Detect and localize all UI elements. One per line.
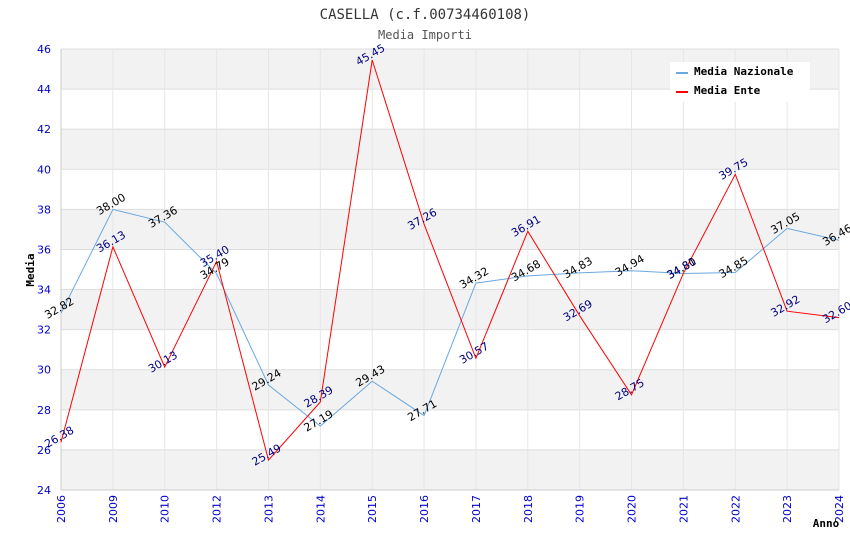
x-tick-label: 2018: [522, 495, 535, 523]
x-tick-label: 2020: [626, 495, 639, 523]
legend-box: [670, 62, 810, 102]
x-tick-label: 2006: [55, 495, 68, 523]
plot-band: [61, 129, 839, 170]
y-tick-label: 24: [37, 484, 51, 497]
legend-label-media-ente: Media Ente: [694, 84, 761, 97]
y-tick-label: 42: [37, 123, 51, 136]
plot-band: [61, 169, 839, 210]
chart-subtitle: Media Importi: [378, 28, 472, 42]
y-tick-label: 44: [37, 83, 51, 96]
x-tick-label: 2010: [159, 495, 172, 523]
x-axis-label: Anno: [813, 517, 840, 530]
y-tick-label: 38: [37, 203, 51, 216]
y-tick-label: 32: [37, 324, 51, 337]
x-tick-label: 2014: [314, 495, 327, 523]
x-tick-label: 2024: [833, 495, 846, 523]
x-tick-label: 2012: [211, 495, 224, 523]
plot-band: [61, 289, 839, 330]
x-tick-label: 2023: [781, 495, 794, 523]
plot-background: [60, 48, 840, 491]
plot-band: [61, 369, 839, 410]
y-tick-label: 36: [37, 243, 51, 256]
x-tick-label: 2021: [677, 495, 690, 523]
x-axis-ticks: 2006 2009 2010 2012 2013 2014 2015 2016 2017 2018…: [55, 495, 846, 523]
series-line-media-nazionale: [60, 208, 840, 427]
y-tick-label: 26: [37, 444, 51, 457]
plot-band: [61, 209, 839, 250]
x-tick-label: 2013: [262, 495, 275, 523]
y-tick-label: 40: [37, 163, 51, 176]
y-axis-ticks: 24 26 28 30 32 34 36 38 40 42 44 46: [37, 43, 51, 497]
series-line-media-ente: [60, 59, 840, 462]
x-tick-label: 2017: [470, 495, 483, 523]
legend: Media Nazionale Media Ente: [670, 62, 810, 102]
y-axis-label: Media: [24, 253, 37, 286]
y-tick-label: 28: [37, 404, 51, 417]
chart-title: CASELLA (c.f.00734460108): [320, 7, 531, 23]
plot-band: [61, 409, 839, 450]
y-tick-label: 46: [37, 43, 51, 56]
plot-band: [61, 449, 839, 490]
legend-label-media-nazionale: Media Nazionale: [694, 65, 794, 78]
x-tick-label: 2016: [418, 495, 431, 523]
x-tick-label: 2009: [107, 495, 120, 523]
plot-band: [61, 249, 839, 290]
series-lines: [60, 59, 840, 462]
y-tick-label: 34: [37, 284, 51, 297]
x-tick-label: 2019: [574, 495, 587, 523]
x-tick-label: 2015: [366, 495, 379, 523]
x-tick-label: 2022: [729, 495, 742, 523]
y-tick-label: 30: [37, 364, 51, 377]
